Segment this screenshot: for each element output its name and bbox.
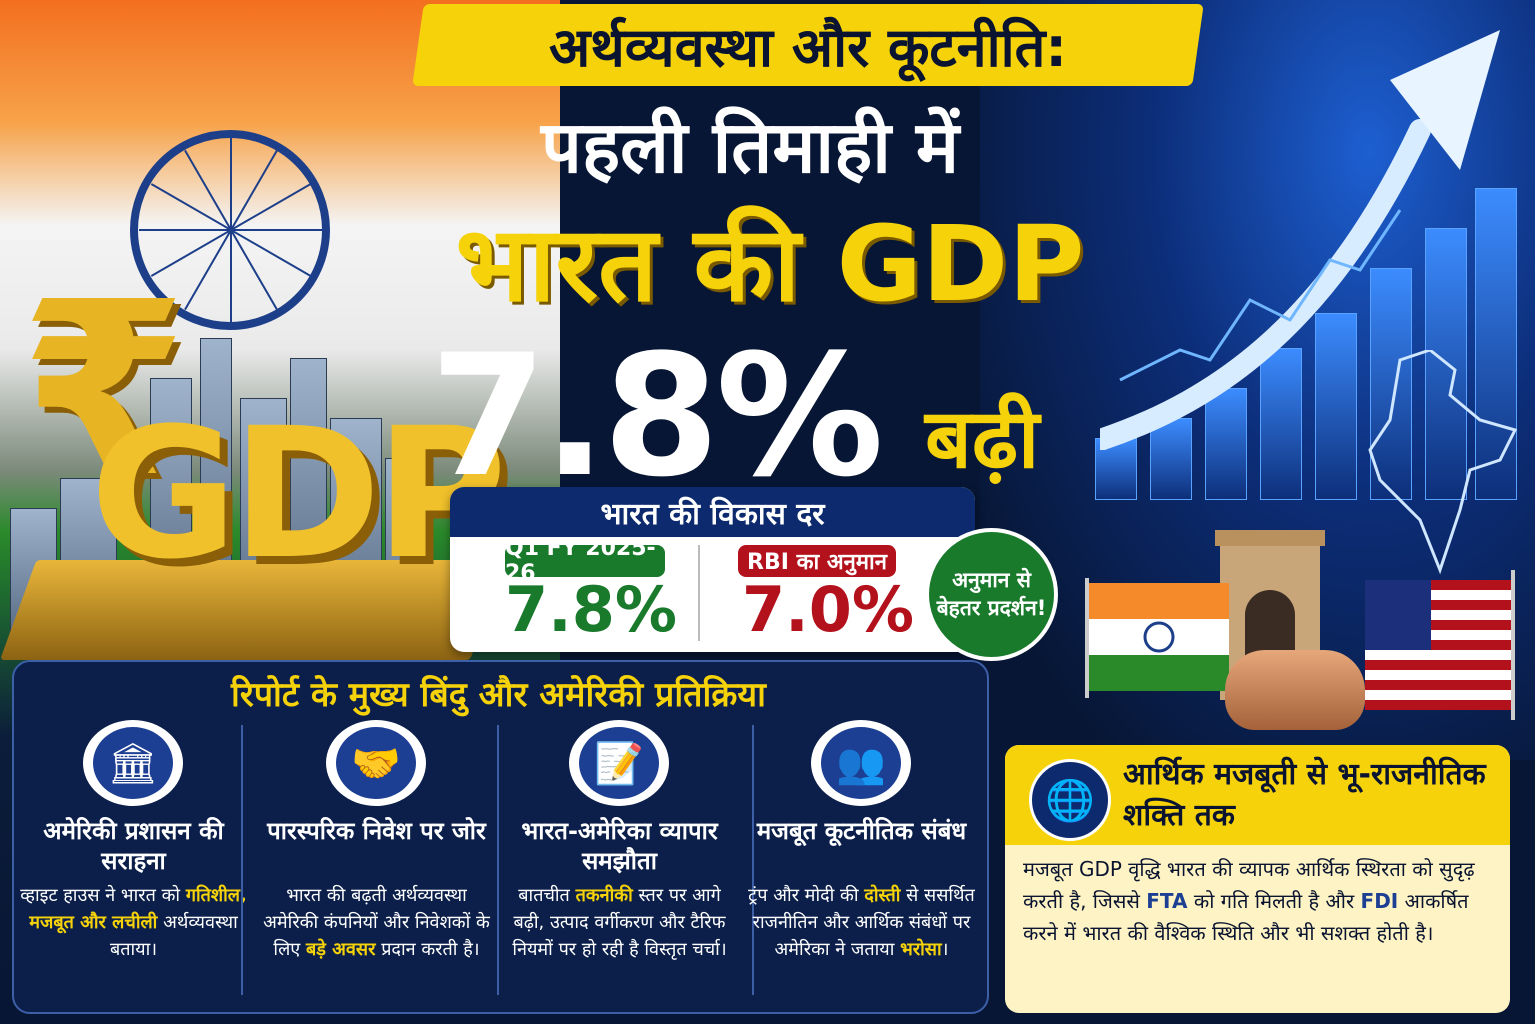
report-item-heading: मजबूत कूटनीतिक संबंध [756,817,967,845]
report-item-heading: अमेरिकी प्रशासन की सराहना [43,817,224,875]
report-item-heading: पारस्परिक निवेश पर जोर [267,817,486,845]
strength-title: आर्थिक मजबूती से भू-राजनीतिक शक्ति तक [1123,757,1486,833]
report-item: 🤝 पारस्परिक निवेश पर जोर भारत की बढ़ती अ… [255,720,498,1005]
header-title: अर्थव्यवस्था और कूटनीति: [549,16,1067,79]
report-title: रिपोर्ट के मुख्य बिंदु और अमेरिकी प्रतिक… [231,675,766,715]
gdp-3d-text: GDP [90,390,507,599]
ashoka-chakra-icon [130,130,330,330]
q1-value: 7.8% [505,573,677,646]
report-item: 👥 मजबूत कूटनीतिक संबंध ट्रंप और मोदी की … [740,720,983,1005]
divider [698,545,700,641]
better-than-estimate-badge: अनुमान से बेहतर प्रदर्शन! [925,528,1058,661]
gdp-growth-suffix: बढ़ी [925,392,1040,487]
report-item: 📝 भारत-अमेरिका व्यापार समझौता बातचीत तकन… [498,720,741,1005]
divider [241,725,243,995]
report-item-heading: भारत-अमेरिका व्यापार समझौता [521,817,718,875]
report-item-text: व्हाइट हाउस ने भारत को गतिशील, मजबूत और … [20,885,247,960]
people-group-icon: 👥 [821,727,901,799]
report-item-text: भारत की बढ़ती अर्थव्यवस्था अमेरिकी कंपनि… [263,885,490,960]
growth-rate-title: भारत की विकास दर [450,487,975,537]
globe-icon: 🌐 [1029,759,1111,841]
handshake-icon: 🤝 [336,727,416,799]
strength-text: मजबूत GDP वृद्धि भारत की व्यापक आर्थिक स… [1023,857,1475,945]
usa-flag-icon [1365,570,1515,720]
divider [497,725,499,995]
document-pen-icon: 📝 [579,727,659,799]
growth-rate-card: भारत की विकास दर Q1 FY 2025-26 7.8% RBI … [450,487,975,652]
report-item-text: ट्रंप और मोदी की दोस्ती से ससर्थित राजनी… [748,885,975,960]
strength-panel: 🌐 आर्थिक मजबूती से भू-राजनीतिक शक्ति तक … [1005,745,1510,1013]
headline-line1: पहली तिमाही में [540,105,960,189]
gdp-growth-value: 7.8% [430,318,884,514]
growth-bars [1095,170,1517,500]
india-map-icon [1368,350,1518,575]
headline-line2: भारत की GDP [455,203,1085,325]
rbi-label: RBI का अनुमान [738,545,896,577]
india-flag-icon [1085,578,1229,698]
report-item: 🏛 अमेरिकी प्रशासन की सराहना व्हाइट हाउस … [12,720,255,1005]
growth-arrow-icon [1100,30,1500,450]
white-house-icon: 🏛 [93,727,173,799]
handshake-graphic [1225,650,1365,730]
rbi-value: 7.0% [742,573,914,646]
rupee-symbol: ₹ [20,250,187,530]
q1-label: Q1 FY 2025-26 [505,536,665,586]
report-panel [12,660,989,1014]
divider [752,725,754,995]
report-item-text: बातचीत तकनीकी स्तर पर आगे बढ़ी, उत्पाद व… [512,885,727,960]
